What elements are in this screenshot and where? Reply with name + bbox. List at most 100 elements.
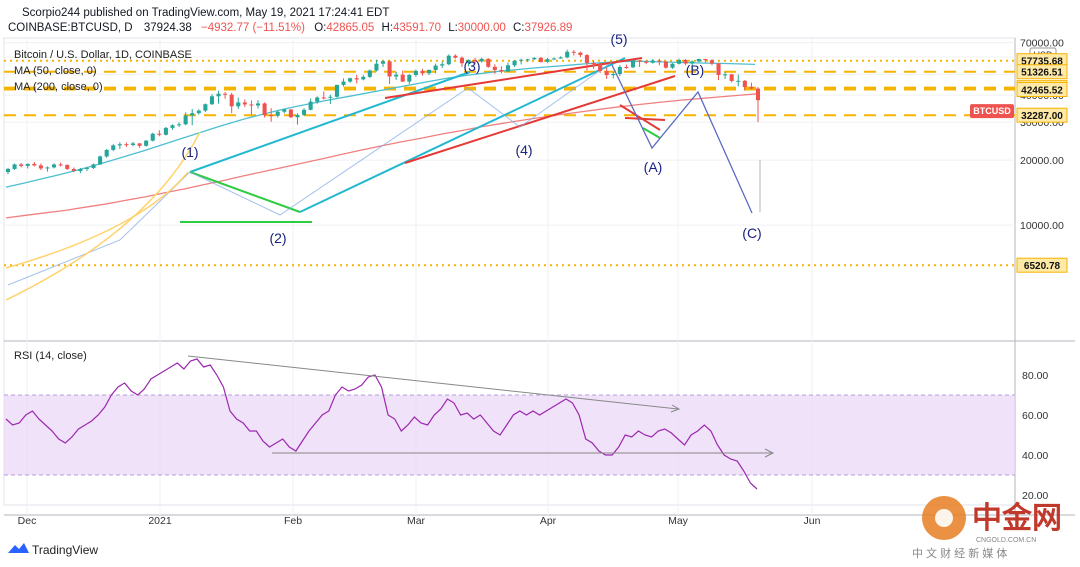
candle-body xyxy=(177,124,182,126)
candle-body xyxy=(163,127,168,135)
candle-body xyxy=(670,63,675,68)
x-tick-label: Mar xyxy=(407,515,426,527)
legend-ma50: MA (50, close, 0) xyxy=(14,65,97,77)
candle-body xyxy=(249,104,254,106)
candle-body xyxy=(624,66,629,68)
candle-body xyxy=(630,60,636,68)
arrow-icon xyxy=(670,404,681,413)
candle-body xyxy=(387,61,392,77)
candle-body xyxy=(236,102,241,107)
candle-body xyxy=(380,61,386,64)
o-value: 42865.05 xyxy=(326,22,374,34)
level-badge xyxy=(1016,107,1068,123)
c-value: 37926.89 xyxy=(524,22,572,34)
candle-body xyxy=(584,55,589,63)
rsi-trendline-upper xyxy=(187,355,679,410)
legend-ma200: MA (200, close, 0) xyxy=(14,81,103,93)
candle-body xyxy=(466,59,471,64)
candle-body xyxy=(505,65,511,72)
candle-body xyxy=(196,110,201,114)
price-tag-label: BTCUSD xyxy=(973,106,1011,116)
candle-body xyxy=(545,59,550,62)
level-badge xyxy=(1016,64,1068,80)
candle-body xyxy=(755,88,761,101)
candle-body xyxy=(348,78,353,82)
l-value: 30000.00 xyxy=(458,22,506,34)
candle-body xyxy=(216,93,221,97)
o-label: O: xyxy=(314,22,326,34)
level-label: 51326.51 xyxy=(1021,68,1063,79)
wave-label: (3) xyxy=(463,58,480,74)
watermark-url: CNGOLD.COM.CN xyxy=(976,537,1036,544)
candle-body xyxy=(453,55,458,58)
candle-body xyxy=(578,52,583,56)
rsi-line xyxy=(5,358,758,490)
candle-body xyxy=(459,57,464,64)
level-label: 32287.00 xyxy=(1021,111,1063,122)
candle-body xyxy=(683,59,688,64)
cyan-channel-upper xyxy=(189,71,471,173)
candle-body xyxy=(190,113,195,116)
candle-body xyxy=(723,74,728,76)
candle-body xyxy=(282,109,287,112)
candle-body xyxy=(275,111,280,116)
candle-body xyxy=(703,58,708,61)
candle-body xyxy=(729,74,734,81)
rsi-tick-label: 60.00 xyxy=(1022,410,1048,422)
candle-body xyxy=(525,59,530,61)
candle-body xyxy=(45,167,50,169)
candle-body xyxy=(400,74,405,82)
publish-line: Scorpio244 published on TradingView.com,… xyxy=(22,7,389,19)
x-tick-label: Apr xyxy=(540,515,557,527)
candle-body xyxy=(512,60,517,66)
candle-body xyxy=(604,71,609,76)
y-tick-label: 10000.00 xyxy=(1020,220,1064,232)
candle-body xyxy=(486,58,491,67)
wave-label: (1) xyxy=(181,144,198,160)
candle-body xyxy=(32,163,37,166)
wave-label: (B) xyxy=(686,62,705,78)
candle-body xyxy=(52,164,57,168)
candle-body xyxy=(229,94,234,107)
wave-label: (2) xyxy=(269,230,286,246)
candle-body xyxy=(696,58,701,62)
level-badge xyxy=(1016,257,1068,273)
candle-body xyxy=(663,61,668,68)
candle-body xyxy=(295,114,300,118)
candle-body xyxy=(12,164,17,169)
candle-body xyxy=(262,103,267,116)
candle-body xyxy=(124,144,129,146)
rsi-band xyxy=(4,395,1015,475)
watermark: 中金网 CNGOLD.COM.CN 中 文 财 经 新 媒 体 xyxy=(912,496,1062,560)
candle-body xyxy=(308,101,313,110)
wave-label: (5) xyxy=(610,31,627,47)
candle-body xyxy=(657,60,662,62)
level-badge xyxy=(1016,82,1068,98)
candle-body xyxy=(552,58,557,60)
green-flag xyxy=(642,127,661,139)
tradingview-logo[interactable]: TradingView xyxy=(8,543,98,557)
candle-body xyxy=(84,167,89,169)
candle-body xyxy=(288,109,293,118)
candle-body xyxy=(91,164,96,168)
candle-body xyxy=(427,69,432,74)
candle-body xyxy=(98,156,103,165)
candle-body xyxy=(71,168,76,172)
legend-title: Bitcoin / U.S. Dollar, 1D, COINBASE xyxy=(14,49,192,61)
candle-body xyxy=(130,143,136,145)
abc-path xyxy=(611,64,753,214)
candle-body xyxy=(25,163,30,166)
candle-body xyxy=(644,61,649,63)
candle-body xyxy=(716,63,721,75)
candle-body xyxy=(328,96,333,98)
candle-body xyxy=(78,168,83,172)
candle-body xyxy=(736,80,741,82)
brand-text: TradingView xyxy=(32,543,98,557)
candle-body xyxy=(150,133,155,141)
x-tick-label: Dec xyxy=(18,515,37,527)
x-tick-label: Feb xyxy=(284,515,302,527)
candle-body xyxy=(203,104,208,111)
candle-body xyxy=(611,74,616,76)
cyan-channel-lower xyxy=(299,57,626,213)
